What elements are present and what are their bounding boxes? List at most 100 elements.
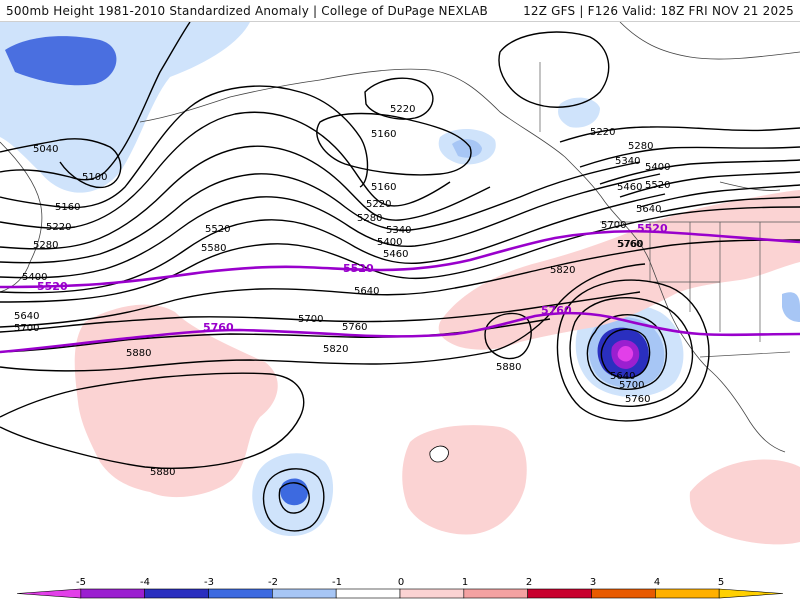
contour-label: 5160 bbox=[371, 129, 396, 140]
map-header: 500mb Height 1981-2010 Standardized Anom… bbox=[0, 0, 800, 22]
contour-5100 bbox=[0, 22, 191, 181]
contour-5820 bbox=[0, 263, 646, 372]
contour-label: 5580 bbox=[201, 243, 226, 254]
contour-label: 5520 bbox=[37, 280, 68, 293]
contour-5340 bbox=[0, 161, 641, 264]
contour-5700 bbox=[0, 291, 641, 333]
neg-anomaly-east-edge bbox=[782, 292, 800, 322]
contour-5220-alaska bbox=[364, 77, 434, 120]
contour-south-closed-outer bbox=[262, 468, 325, 532]
contour-label: 5820 bbox=[323, 344, 348, 355]
coast-great-lakes bbox=[719, 181, 781, 191]
legend-color-bin bbox=[718, 588, 784, 599]
contour-label: 5400 bbox=[645, 162, 670, 173]
contour-label: 5280 bbox=[33, 240, 58, 251]
contour-label: 5640 bbox=[636, 204, 661, 215]
contour-label: 5640 bbox=[354, 286, 379, 297]
contour-label: 5760 bbox=[203, 321, 234, 334]
contour-label: 5160 bbox=[55, 202, 80, 213]
legend-tick: -1 bbox=[332, 577, 342, 588]
contour-label: 5880 bbox=[126, 348, 151, 359]
contour-5880-closed bbox=[484, 312, 532, 360]
legend-color-bin bbox=[80, 588, 145, 599]
legend-color-bin bbox=[591, 588, 656, 599]
legend-color-bin bbox=[399, 588, 465, 599]
anomaly-map: 5040 5100 5160 5220 5280 5400 5520 5640 … bbox=[0, 22, 800, 576]
model-run-info: 12Z GFS | F126 Valid: 18Z FRI NOV 21 202… bbox=[523, 3, 794, 18]
legend-tick: 4 bbox=[654, 577, 660, 588]
legend-tick: -2 bbox=[268, 577, 278, 588]
contour-label: 5700 bbox=[619, 380, 644, 391]
hawaii-island bbox=[429, 445, 449, 463]
contour-5220-north bbox=[498, 31, 610, 108]
contour-label: 5520 bbox=[205, 224, 230, 235]
legend-tick: 1 bbox=[462, 577, 468, 588]
contour-label: 5160 bbox=[371, 182, 396, 193]
contour-label: 5700 bbox=[298, 314, 323, 325]
contour-label: 5340 bbox=[386, 225, 411, 236]
legend-tick: -3 bbox=[204, 577, 214, 588]
contour-5220-east bbox=[559, 126, 800, 143]
contour-low-5700 bbox=[586, 314, 667, 390]
coast-alaska bbox=[319, 68, 606, 203]
legend-color-bin bbox=[16, 588, 82, 599]
contour-5040 bbox=[0, 138, 122, 189]
contour-label: 5520 bbox=[645, 180, 670, 191]
contour-label: 5700 bbox=[601, 220, 626, 231]
contour-5160-west bbox=[0, 85, 369, 209]
contour-low-5820 bbox=[556, 279, 710, 422]
contour-5580 bbox=[0, 206, 800, 303]
contour-label: 5460 bbox=[617, 182, 642, 193]
contour-label: 5100 bbox=[82, 172, 107, 183]
pos-anomaly-central-pacific bbox=[438, 190, 800, 350]
contour-label: 5760 bbox=[617, 239, 642, 250]
contour-label: 5220 bbox=[590, 127, 615, 138]
highlight-contours bbox=[0, 229, 800, 354]
purple-contour-5760 bbox=[0, 311, 800, 354]
legend-tick: 0 bbox=[398, 577, 404, 588]
contour-label: 5700 bbox=[14, 323, 39, 334]
contour-label: 5460 bbox=[383, 249, 408, 260]
contour-label: 5400 bbox=[22, 272, 47, 283]
legend-canvas: -5 -4 -3 -2 -1 0 1 2 3 4 5 bbox=[16, 577, 784, 599]
contour-5280-east bbox=[579, 146, 800, 168]
contour-label: 5760 bbox=[625, 394, 650, 405]
neg-anomaly-northwest-core bbox=[5, 36, 117, 86]
border-mexico bbox=[699, 351, 791, 358]
pos-anomaly-southeast bbox=[689, 459, 800, 545]
legend-color-bin bbox=[144, 588, 209, 599]
contour-low-5760 bbox=[569, 296, 694, 408]
contour-label: 5880 bbox=[496, 362, 521, 373]
contour-label: 5280 bbox=[357, 213, 382, 224]
legend-color-bin bbox=[335, 588, 401, 599]
contour-5880-west bbox=[0, 372, 305, 470]
contour-5220-west bbox=[0, 111, 451, 229]
contour-label: 5220 bbox=[366, 199, 391, 210]
neg-anomaly-alaska-core bbox=[452, 139, 482, 158]
contour-5400 bbox=[0, 173, 661, 279]
contour-label: 5760 bbox=[618, 239, 643, 250]
contour-label: 5820 bbox=[550, 265, 575, 276]
legend-color-bin bbox=[463, 588, 528, 599]
contour-5640 bbox=[0, 239, 800, 328]
contour-label: 5760 bbox=[342, 322, 367, 333]
legend-tick: 3 bbox=[590, 577, 596, 588]
coast-bc-us-west bbox=[604, 201, 786, 453]
contour-5460-east bbox=[639, 184, 800, 208]
contour-label: 5340 bbox=[615, 156, 640, 167]
contour-low-5640 bbox=[600, 328, 651, 379]
legend-tick: 5 bbox=[718, 577, 724, 588]
legend-color-bins bbox=[16, 588, 784, 599]
contour-label: 5040 bbox=[33, 144, 58, 155]
contour-south-closed-inner bbox=[278, 482, 310, 514]
contour-label: 5520 bbox=[343, 262, 374, 275]
coastlines bbox=[0, 22, 800, 463]
legend-color-bin bbox=[208, 588, 273, 599]
map-canvas: 5040 5100 5160 5220 5280 5400 5520 5640 … bbox=[0, 22, 800, 545]
contour-5280-west bbox=[0, 145, 491, 250]
contour-label: 5880 bbox=[150, 467, 175, 478]
contour-label: 5400 bbox=[377, 237, 402, 248]
contour-label: 5220 bbox=[390, 104, 415, 115]
contour-label: 5760 bbox=[541, 304, 572, 317]
map-title: 500mb Height 1981-2010 Standardized Anom… bbox=[6, 3, 488, 18]
